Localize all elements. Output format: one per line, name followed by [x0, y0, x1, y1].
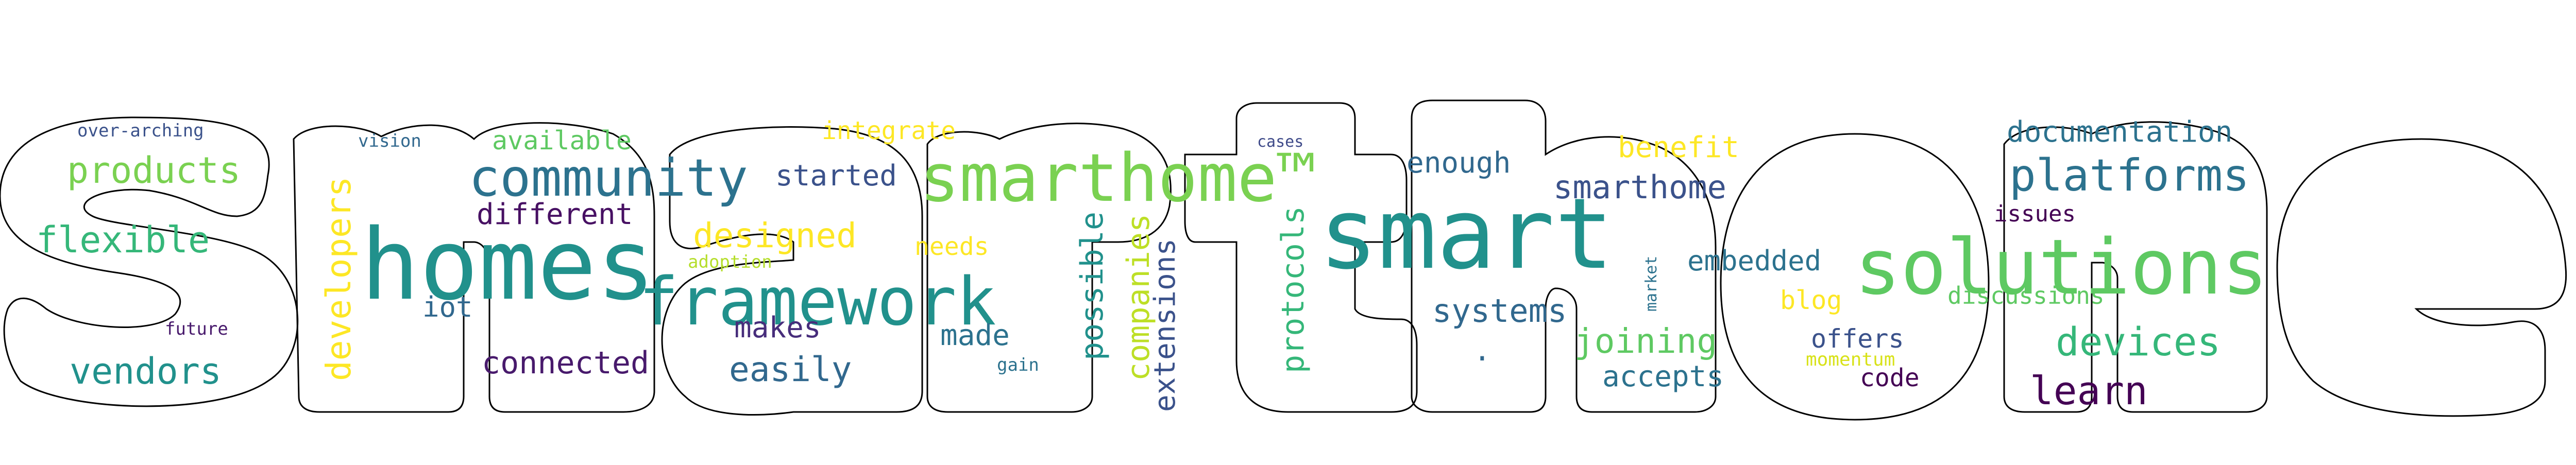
word-market: market: [1642, 256, 1660, 312]
word-started: started: [775, 159, 897, 193]
word-developers: developers: [319, 177, 359, 381]
word-accepts: accepts: [1602, 360, 1724, 393]
word-layer: smart homes solutions smarthome™ framewo…: [36, 115, 2268, 414]
word-available: available: [492, 126, 632, 156]
word-smarthome: smarthome: [1553, 168, 1726, 206]
word-easily: easily: [729, 350, 852, 389]
word-: .: [1473, 334, 1491, 368]
word-iot: iot: [422, 291, 473, 323]
word-embedded: embedded: [1687, 245, 1821, 277]
word-made: made: [940, 319, 1010, 352]
word-gain: gain: [997, 355, 1039, 375]
word-learn: learn: [2030, 368, 2148, 414]
word-joining: joining: [1574, 321, 1717, 361]
word-cases: cases: [1257, 133, 1303, 151]
word-possible: possible: [1074, 212, 1110, 360]
word-blog: blog: [1780, 285, 1842, 315]
word-vision: vision: [358, 131, 421, 151]
word-connected: connected: [482, 345, 649, 381]
word-adoption: adoption: [688, 252, 772, 272]
word-integrate: integrate: [822, 116, 956, 145]
word-enough: enough: [1406, 146, 1511, 180]
word-momentum: momentum: [1806, 349, 1895, 370]
word-different: different: [477, 198, 633, 231]
word-makes: makes: [734, 311, 821, 345]
word-designed: designed: [693, 216, 857, 255]
word-smarthome: smarthome™: [920, 140, 1317, 217]
word-systems: systems: [1432, 292, 1567, 330]
word-platforms: platforms: [2009, 150, 2249, 201]
word-products: products: [67, 149, 241, 192]
word-future: future: [165, 319, 228, 339]
word-devices: devices: [2056, 319, 2221, 365]
word-protocols: protocols: [1275, 206, 1311, 373]
word-documentation: documentation: [2007, 115, 2232, 149]
word-flexible: flexible: [36, 219, 210, 261]
outline-letter-e: [2277, 139, 2566, 416]
word-discussions: discussions: [1947, 282, 2105, 309]
word-extensions: extensions: [1148, 238, 1182, 412]
word-needs: needs: [914, 232, 989, 261]
word-benefit: benefit: [1618, 131, 1739, 164]
word-over-arching: over-arching: [77, 120, 204, 141]
word-issues: issues: [1994, 201, 2076, 227]
word-vendors: vendors: [70, 350, 222, 392]
